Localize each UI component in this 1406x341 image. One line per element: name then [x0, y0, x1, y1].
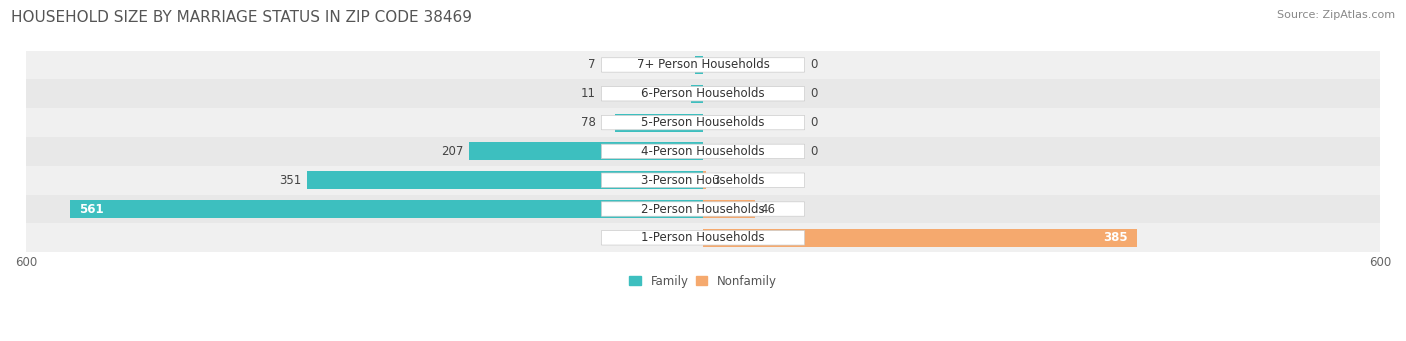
- FancyBboxPatch shape: [602, 202, 804, 216]
- Text: 207: 207: [441, 145, 464, 158]
- Bar: [703, 171, 706, 189]
- FancyBboxPatch shape: [602, 231, 804, 245]
- Text: 0: 0: [810, 58, 817, 72]
- Text: 4-Person Households: 4-Person Households: [641, 145, 765, 158]
- Bar: [27, 108, 1379, 137]
- Bar: [27, 195, 1379, 223]
- Bar: [27, 50, 1379, 79]
- Text: 0: 0: [810, 145, 817, 158]
- Text: 11: 11: [581, 87, 596, 100]
- Text: 3: 3: [711, 174, 720, 187]
- Bar: [307, 171, 703, 189]
- Text: 78: 78: [581, 116, 596, 129]
- Bar: [27, 166, 1379, 195]
- Text: 7: 7: [588, 58, 596, 72]
- FancyBboxPatch shape: [602, 87, 804, 101]
- Bar: [27, 79, 1379, 108]
- Text: 5-Person Households: 5-Person Households: [641, 116, 765, 129]
- Bar: [27, 223, 1379, 252]
- Text: 561: 561: [79, 203, 104, 216]
- Bar: [470, 143, 703, 160]
- FancyBboxPatch shape: [602, 144, 804, 159]
- Legend: Family, Nonfamily: Family, Nonfamily: [624, 270, 782, 293]
- FancyBboxPatch shape: [602, 115, 804, 130]
- Text: 385: 385: [1104, 231, 1128, 244]
- Text: 7+ Person Households: 7+ Person Households: [637, 58, 769, 72]
- Bar: [690, 85, 703, 103]
- Bar: [614, 114, 703, 132]
- Bar: [695, 56, 703, 74]
- Text: 0: 0: [810, 87, 817, 100]
- Text: 6-Person Households: 6-Person Households: [641, 87, 765, 100]
- Text: 46: 46: [761, 203, 776, 216]
- Bar: [703, 200, 755, 218]
- FancyBboxPatch shape: [602, 58, 804, 72]
- Text: 351: 351: [280, 174, 301, 187]
- Bar: [27, 137, 1379, 166]
- Text: 0: 0: [810, 116, 817, 129]
- Text: HOUSEHOLD SIZE BY MARRIAGE STATUS IN ZIP CODE 38469: HOUSEHOLD SIZE BY MARRIAGE STATUS IN ZIP…: [11, 10, 472, 25]
- Text: 2-Person Households: 2-Person Households: [641, 203, 765, 216]
- FancyBboxPatch shape: [602, 173, 804, 188]
- Bar: [70, 200, 703, 218]
- Bar: [703, 229, 1137, 247]
- Text: 1-Person Households: 1-Person Households: [641, 231, 765, 244]
- Text: 3-Person Households: 3-Person Households: [641, 174, 765, 187]
- Text: Source: ZipAtlas.com: Source: ZipAtlas.com: [1277, 10, 1395, 20]
